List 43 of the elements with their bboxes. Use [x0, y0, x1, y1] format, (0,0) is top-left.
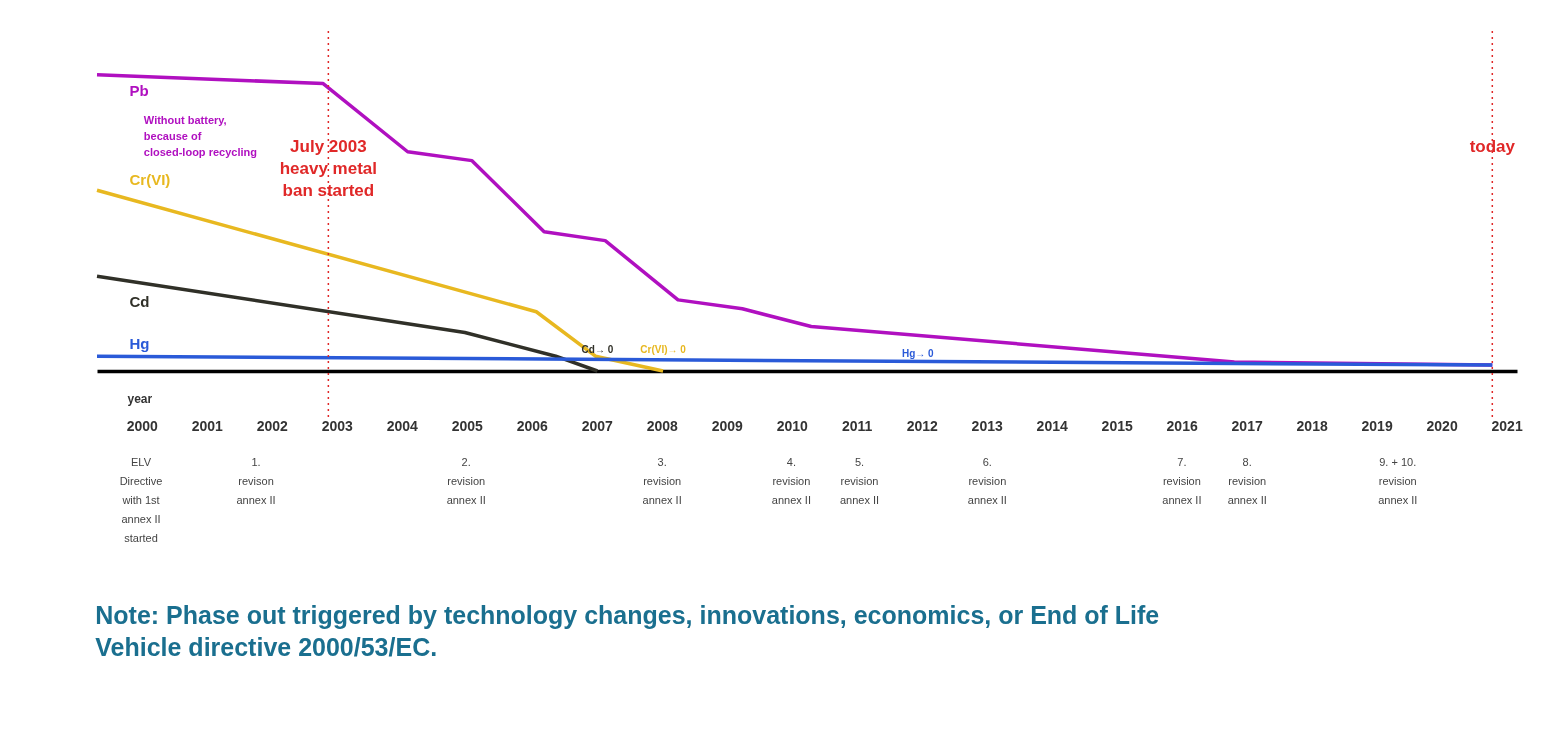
- series-label: Cr(VI): [129, 171, 171, 189]
- x-tick-label: 2014: [1036, 417, 1068, 434]
- x-tick-label: 2004: [386, 417, 419, 434]
- text: 3. revision annex II: [642, 456, 682, 507]
- x-tick-label: 2020: [1426, 417, 1458, 434]
- text: 4. revision annex II: [771, 456, 811, 507]
- x-tick-label: 2018: [1296, 417, 1328, 434]
- text: 1. revison annex II: [236, 456, 276, 507]
- ref-line-label: today: [1469, 137, 1516, 156]
- x-tick-label: 2015: [1101, 417, 1133, 434]
- x-tick-label: 2016: [1166, 417, 1198, 434]
- x-tick-label: 2000: [126, 417, 159, 434]
- x-tick-label: 2003: [321, 417, 354, 434]
- text: 9. + 10. revision annex II: [1378, 456, 1418, 507]
- x-tick-label: 2019: [1361, 417, 1393, 434]
- series-label: Hg: [129, 335, 150, 353]
- x-tick-label: 2006: [516, 417, 549, 434]
- text: 8. revision annex II: [1227, 456, 1267, 507]
- x-tick-label: 2005: [451, 417, 484, 434]
- text: 7. revision annex II: [1162, 456, 1202, 507]
- x-tick-label: 2013: [971, 417, 1003, 434]
- text: 2. revision annex II: [446, 456, 486, 507]
- series-label: Pb: [129, 81, 149, 99]
- x-tick-label: 2012: [906, 417, 938, 434]
- text: Note: Phase out triggered by technology changes, innovations, economics, or End of Life Vehicle directive 2000/53/EC.: [95, 601, 1160, 662]
- x-tick-label: 2017: [1231, 417, 1263, 434]
- x-tick-label: 2009: [711, 417, 744, 434]
- text: 5. revision annex II: [839, 456, 880, 507]
- annotation: Hg→ 0: [901, 347, 935, 359]
- x-tick-label: 2002: [256, 417, 289, 434]
- x-tick-label: 2011: [842, 417, 873, 434]
- x-tick-label: 2021: [1491, 417, 1523, 434]
- x-tick-label: 2010: [776, 417, 809, 434]
- ref-line-label: July 2003 heavy metal ban started: [279, 137, 378, 200]
- x-tick-label: 2008: [646, 417, 679, 434]
- x-tick-label: 2001: [191, 417, 224, 434]
- text: ELV Directive with 1st annex II started: [119, 456, 163, 545]
- series-label: Cd: [129, 293, 150, 311]
- annotation: Cr(VI)→ 0: [640, 344, 687, 355]
- x-axis-title: year: [127, 391, 153, 406]
- text: 6. revision annex II: [967, 456, 1007, 507]
- x-tick-label: 2007: [581, 417, 614, 434]
- annotation: Without battery, because of closed-loop recycling: [143, 114, 257, 158]
